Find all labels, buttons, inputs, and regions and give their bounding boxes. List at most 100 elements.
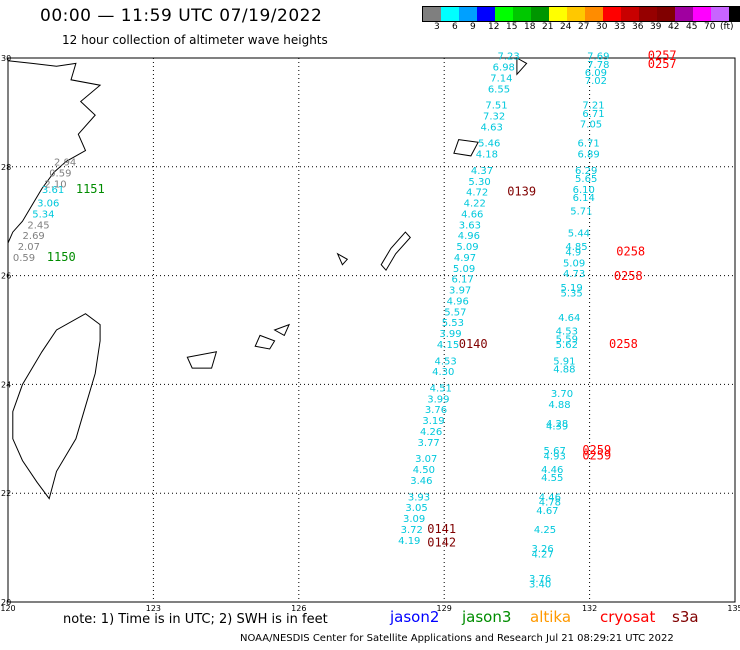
swh-value: 4.46 [539,492,561,503]
swh-value: 4.28 [546,419,568,430]
pass-time-label: 0258 [614,269,643,283]
islet-coast [273,323,291,337]
lat-tick-label: 20 [1,598,11,607]
swh-value-gray: 2.10 [44,179,66,190]
lat-tick-label: 30 [1,54,11,63]
lon-tick-label: 129 [437,604,452,613]
swh-value-gray: 2.07 [18,242,40,253]
swh-value: 4.53 [435,356,457,367]
swh-value: 4.51 [430,383,452,394]
colorbar-label: 33 [614,22,626,32]
swh-value: 6.71 [582,109,604,120]
swh-value: 3.26 [531,544,553,555]
swh-value: 5.09 [453,264,475,275]
swh-value: 5.44 [568,228,590,239]
swh-value: 7.51 [485,101,507,112]
swh-value: 6.98 [493,63,515,74]
altika-label: altika [530,608,572,626]
colorbar-swatch [711,7,729,21]
swh-value: 3.05 [405,503,427,514]
colorbar-swatch [495,7,513,21]
colorbar-swatch [549,7,567,21]
colorbar-label: 70 [704,22,716,32]
swh-value: 5.09 [563,258,585,269]
swh-value: 4.30 [432,367,454,378]
swh-value: 4.22 [464,199,486,210]
swh-value: 3.46 [410,476,432,487]
colorbar-label: 39 [650,22,662,32]
swh-value: 7.23 [498,52,520,63]
footer-note: note: 1) Time is in UTC; 2) SWH is in fe… [63,612,328,627]
swh-value: 5.62 [556,340,578,351]
china-coast [7,60,102,244]
swh-value: 3.61 [42,185,64,196]
colorbar-swatch [441,7,459,21]
pass-time-label: 0258 [616,244,645,258]
colorbar-label: 36 [632,22,644,32]
pass-time-label: 1151 [76,182,105,196]
swh-value-gray: 0.59 [49,169,71,180]
pass-time-label: 1150 [47,250,76,264]
swh-value: 6.09 [585,68,607,79]
swh-value: 3.19 [422,416,444,427]
swh-value: 5.09 [456,242,478,253]
swh-value: 4.88 [553,364,575,375]
swh-value: 4.53 [556,326,578,337]
swh-value: 4.97 [454,253,476,264]
swh-value: 6.17 [451,275,473,286]
swh-value: 5.53 [442,318,464,329]
swh-value: 3.09 [403,514,425,525]
lat-tick-label: 24 [1,380,11,389]
swh-value: 3.76 [425,405,447,416]
colorbar-label: 24 [560,22,572,32]
swh-value: 4.55 [541,473,563,484]
colorbar-swatch [729,7,740,21]
swh-value: 3.77 [418,438,440,449]
swh-value: 6.71 [577,139,599,150]
swh-value: 5.34 [32,209,54,220]
swh-value: 6.10 [573,185,595,196]
jason2-label: jason2 [390,608,440,626]
colorbar-label: 21 [542,22,554,32]
swh-value: 7.21 [582,101,604,112]
colorbar-swatch [423,7,441,21]
swh-value: 3.07 [415,454,437,465]
colorbar-swatch [477,7,495,21]
colorbar-label: 12 [488,22,500,32]
map-title: 00:00 — 11:59 UTC 07/19/2022 [40,6,323,26]
swh-value: 5.65 [575,174,597,185]
lon-tick-label: 132 [582,604,597,613]
colorbar-swatch [639,7,657,21]
swh-value: 3.70 [551,389,573,400]
pass-time-label: 0142 [427,536,456,550]
swh-value: 4.19 [398,536,420,547]
tanegashima-coast [516,57,528,76]
pass-time-label: 0257 [648,49,677,63]
pass-time-label: 0141 [427,522,456,536]
swh-value: 6.89 [577,150,599,161]
colorbar-swatch [675,7,693,21]
swh-value: 4.25 [534,525,556,536]
colorbar-label: 3 [434,22,440,32]
swh-value: 4.26 [420,427,442,438]
lat-tick-label: 26 [1,272,11,281]
swh-value: 4.73 [563,269,585,280]
swh-value: 5.57 [444,307,466,318]
swh-value: 5.67 [544,446,566,457]
swh-value: 3.99 [427,394,449,405]
taiwan-coast [12,313,101,500]
swh-value: 4.63 [481,122,503,133]
swh-value-gray: 2.45 [27,220,49,231]
credit-line: NOAA/NESDIS Center for Satellite Applica… [240,633,674,644]
lon-tick-label: 120 [0,604,15,613]
swh-value: 7.14 [490,73,512,84]
colorbar-swatch [513,7,531,21]
jason3-label: jason3 [462,608,512,626]
swh-value: 4.66 [461,209,483,220]
swh-value: 4.93 [544,451,566,462]
pass-time-label: 0140 [459,337,488,351]
swh-value: 6.29 [575,166,597,177]
miyako-coast [254,334,276,350]
lon-tick-label: 123 [146,604,161,613]
swh-value-gray: 2.94 [54,158,76,169]
